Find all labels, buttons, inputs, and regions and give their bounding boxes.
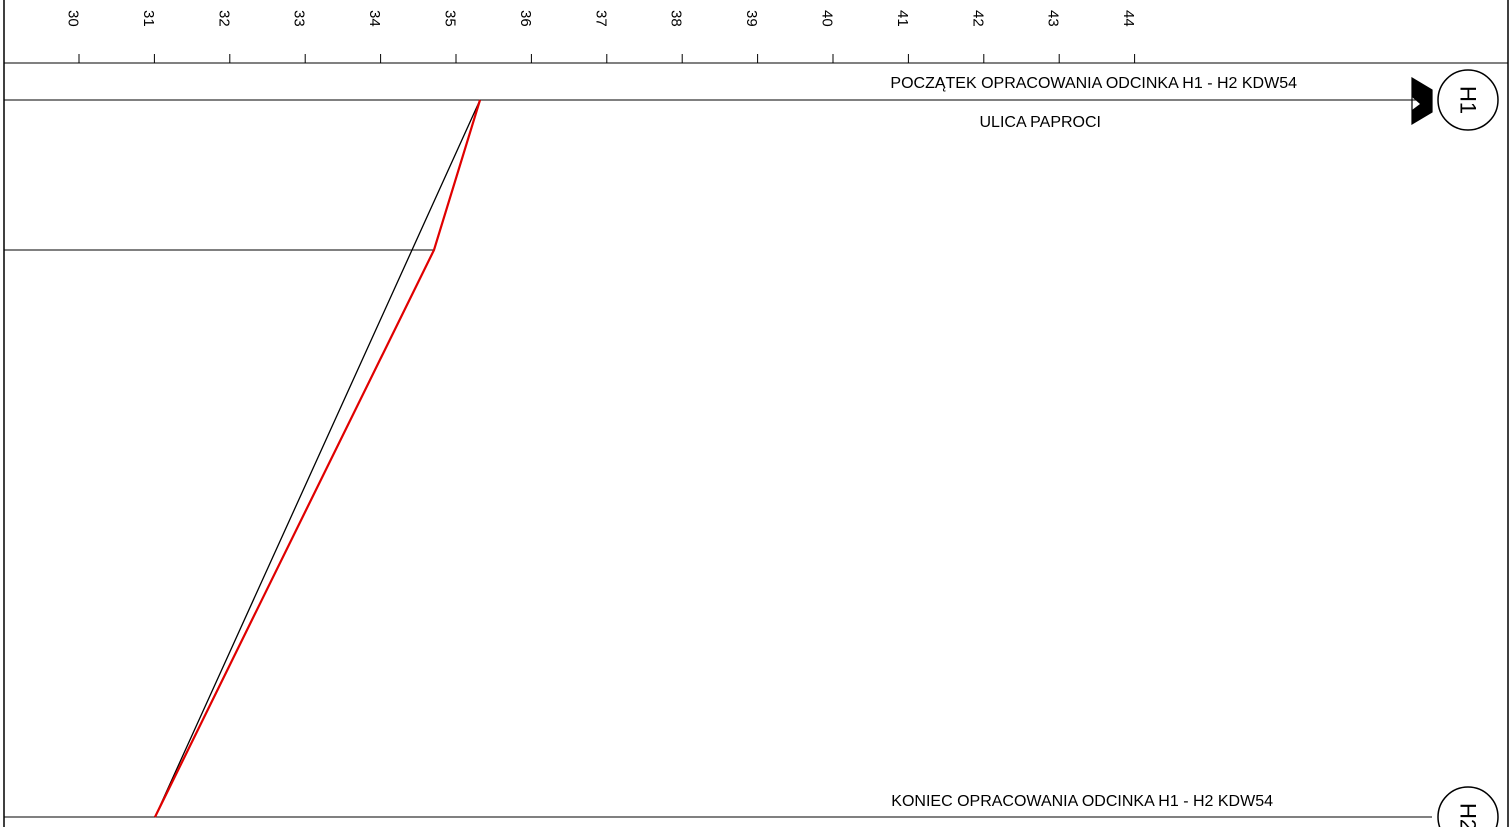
profile-line-red [154,99,482,818]
scale-tick-label: 32 [215,10,232,27]
scale-tick-label: 41 [894,10,911,27]
scale-tick-label: 30 [65,10,82,27]
marker-h1-label: H1 [1456,86,1481,114]
marker-h1-flag-outline-icon [1411,76,1433,126]
scale-tick-label: 31 [140,10,157,27]
marker-h1-circle [1437,69,1499,131]
scale-tick-label: 34 [366,10,383,27]
marker-h2-circle [1437,786,1499,827]
scale-tick-label: 36 [517,10,534,27]
marker-h2: H2 [1437,786,1499,827]
end-section-label: KONIEC OPRACOWANIA ODCINKA H1 - H2 KDW54 [891,793,1273,810]
scale-tick-label: 38 [668,10,685,27]
start-section-label: POCZĄTEK OPRACOWANIA ODCINKA H1 - H2 KDW… [890,75,1297,92]
scale-tick-label: 33 [291,10,308,27]
street-name-label: ULICA PAPROCI [979,114,1101,131]
scale-tick-label: 37 [592,10,609,27]
scale-tick-label: 42 [969,10,986,27]
scale-tick-label: 44 [1120,10,1137,27]
scale-tick-label: 35 [442,10,459,27]
scale-tick-label: 43 [1045,10,1062,27]
marker-h2-label: H2 [1456,803,1481,827]
scale-ticks: 30 31 32 33 34 35 36 37 38 39 40 41 42 43 44 [65,10,1137,63]
scale-tick-label: 39 [743,10,760,27]
scale-tick-label: 40 [819,10,836,27]
profile-line-black [154,99,481,818]
marker-h1-flag-icon [1412,78,1432,124]
marker-h1: H1 [1411,69,1499,131]
